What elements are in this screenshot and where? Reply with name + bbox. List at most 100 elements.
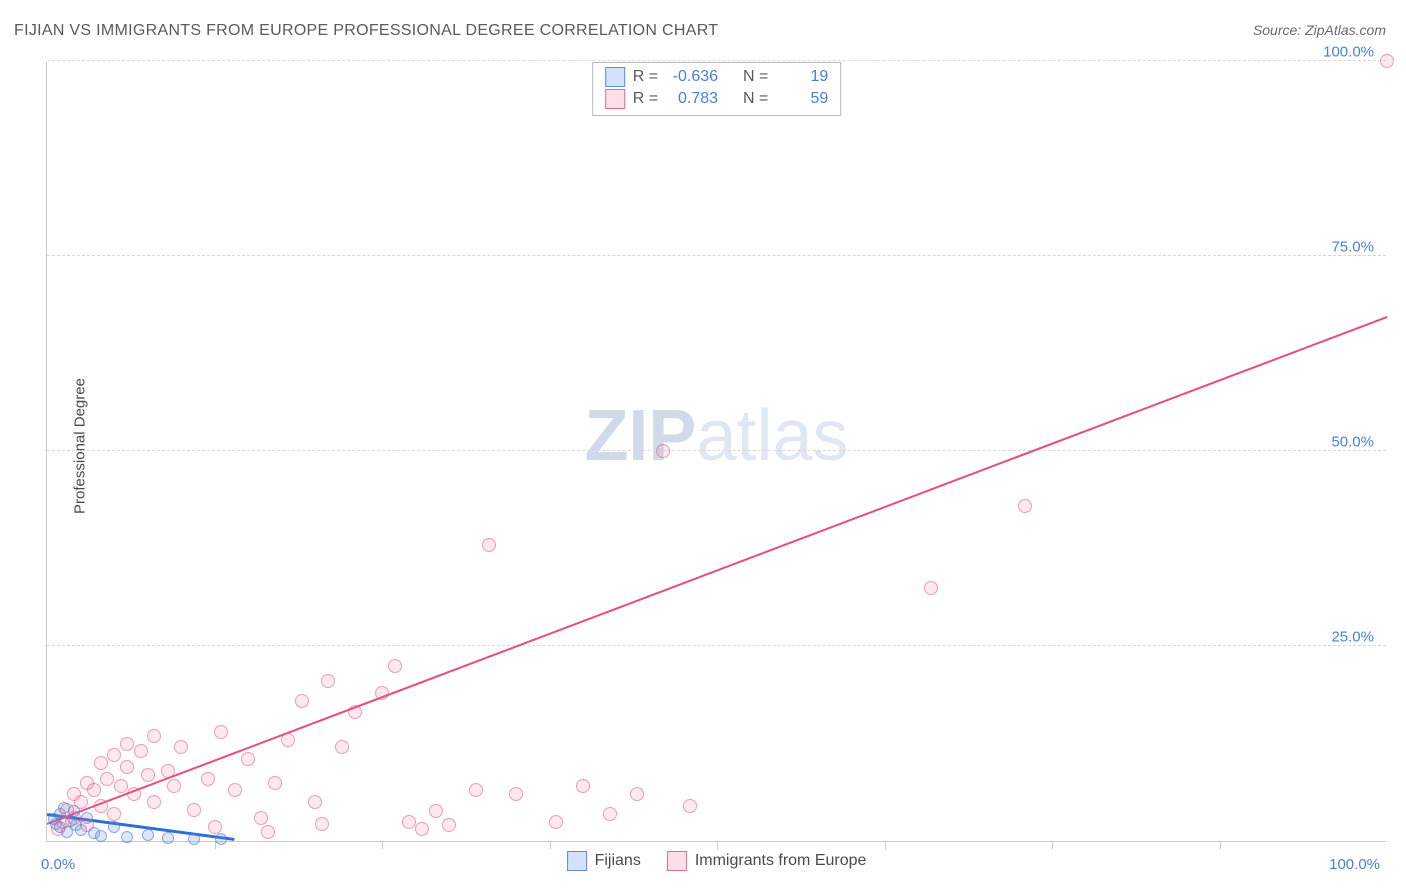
data-point-pink: [442, 818, 456, 832]
data-point-blue: [121, 831, 133, 843]
data-point-pink: [167, 779, 181, 793]
legend-item-pink: Immigrants from Europe: [667, 851, 867, 871]
x-tick: [885, 841, 886, 849]
x-axis-min-label: 0.0%: [41, 856, 75, 873]
data-point-pink: [241, 752, 255, 766]
data-point-pink: [509, 787, 523, 801]
data-point-pink: [201, 772, 215, 786]
data-point-pink: [127, 787, 141, 801]
gridline: [47, 645, 1386, 646]
data-point-pink: [134, 744, 148, 758]
data-point-pink: [147, 795, 161, 809]
gridline: [47, 60, 1386, 61]
data-point-pink: [161, 764, 175, 778]
data-point-pink: [924, 581, 938, 595]
data-point-pink: [1018, 499, 1032, 513]
source-label: Source: ZipAtlas.com: [1253, 22, 1386, 38]
data-point-pink: [402, 815, 416, 829]
data-point-pink: [87, 783, 101, 797]
data-point-pink: [94, 799, 108, 813]
data-point-pink: [549, 815, 563, 829]
data-point-pink: [187, 803, 201, 817]
series-legend: Fijians Immigrants from Europe: [567, 851, 867, 871]
data-point-pink: [683, 799, 697, 813]
data-point-pink: [375, 686, 389, 700]
stat-row-pink: R = 0.783 N = 59: [605, 88, 829, 110]
data-point-pink: [656, 444, 670, 458]
x-tick: [382, 841, 383, 849]
trend-line-pink: [47, 316, 1388, 825]
data-point-pink: [295, 694, 309, 708]
data-point-pink: [335, 740, 349, 754]
data-point-pink: [80, 818, 94, 832]
stat-row-blue: R = -0.636 N = 19: [605, 66, 829, 88]
data-point-pink: [388, 659, 402, 673]
data-point-pink: [67, 811, 81, 825]
data-point-pink: [147, 729, 161, 743]
r-label: R =: [633, 68, 658, 86]
data-point-pink: [603, 807, 617, 821]
data-point-pink: [576, 779, 590, 793]
data-point-pink: [348, 705, 362, 719]
data-point-pink: [315, 817, 329, 831]
data-point-pink: [74, 795, 88, 809]
data-point-pink: [469, 783, 483, 797]
scatter-plot: ZIPatlas R = -0.636 N = 19 R = 0.783 N =…: [46, 62, 1386, 842]
data-point-pink: [208, 820, 222, 834]
y-tick-label: 100.0%: [1323, 44, 1374, 61]
n-label: N =: [743, 68, 768, 86]
n-label: N =: [743, 90, 768, 108]
data-point-pink: [254, 811, 268, 825]
y-tick-label: 25.0%: [1331, 629, 1374, 646]
data-point-blue: [215, 833, 227, 845]
y-tick-label: 50.0%: [1331, 434, 1374, 451]
data-point-pink: [100, 772, 114, 786]
data-point-blue: [108, 821, 120, 833]
chart-title: FIJIAN VS IMMIGRANTS FROM EUROPE PROFESS…: [14, 22, 718, 40]
watermark: ZIPatlas: [584, 395, 848, 477]
swatch-blue-icon: [605, 67, 625, 87]
data-point-pink: [415, 822, 429, 836]
gridline: [47, 255, 1386, 256]
data-point-pink: [141, 768, 155, 782]
data-point-pink: [321, 674, 335, 688]
data-point-pink: [281, 733, 295, 747]
gridline: [47, 450, 1386, 451]
data-point-blue: [188, 833, 200, 845]
y-tick-label: 75.0%: [1331, 239, 1374, 256]
legend-label-blue: Fijians: [595, 852, 641, 870]
r-value-pink: 0.783: [666, 90, 718, 108]
r-label: R =: [633, 90, 658, 108]
data-point-pink: [120, 737, 134, 751]
data-point-pink: [94, 756, 108, 770]
data-point-pink: [261, 825, 275, 839]
data-point-pink: [268, 776, 282, 790]
n-value-pink: 59: [776, 90, 828, 108]
data-point-pink: [482, 538, 496, 552]
data-point-pink: [114, 779, 128, 793]
data-point-blue: [95, 830, 107, 842]
legend-label-pink: Immigrants from Europe: [695, 852, 867, 870]
data-point-pink: [429, 804, 443, 818]
x-tick: [1220, 841, 1221, 849]
data-point-pink: [107, 807, 121, 821]
data-point-pink: [120, 760, 134, 774]
swatch-pink-icon: [667, 851, 687, 871]
x-tick: [1052, 841, 1053, 849]
data-point-pink: [228, 783, 242, 797]
data-point-pink: [1380, 54, 1394, 68]
stat-legend: R = -0.636 N = 19 R = 0.783 N = 59: [592, 62, 842, 116]
x-tick: [550, 841, 551, 849]
swatch-blue-icon: [567, 851, 587, 871]
data-point-blue: [162, 832, 174, 844]
data-point-pink: [174, 740, 188, 754]
data-point-pink: [630, 787, 644, 801]
x-axis-max-label: 100.0%: [1329, 856, 1380, 873]
swatch-pink-icon: [605, 89, 625, 109]
data-point-blue: [142, 829, 154, 841]
r-value-blue: -0.636: [666, 68, 718, 86]
data-point-pink: [107, 748, 121, 762]
data-point-pink: [308, 795, 322, 809]
x-tick: [717, 841, 718, 849]
legend-item-blue: Fijians: [567, 851, 641, 871]
